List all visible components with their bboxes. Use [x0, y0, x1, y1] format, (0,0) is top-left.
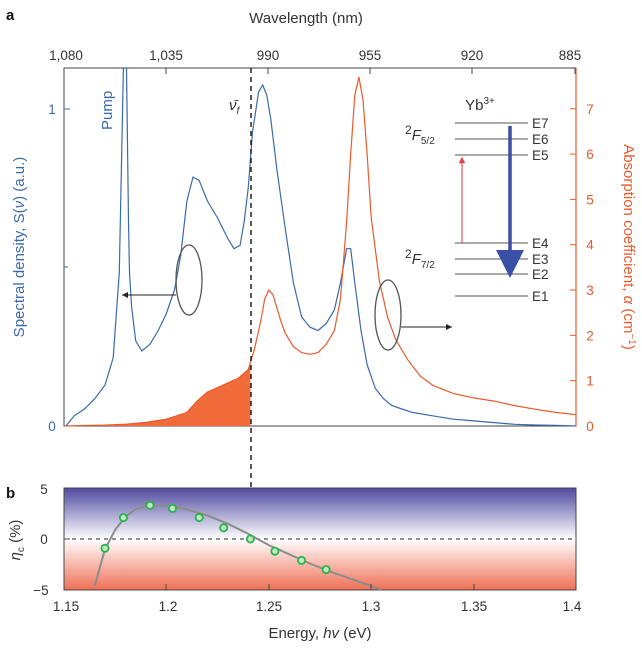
- left-y-axis: 0 1: [48, 102, 70, 434]
- energy-level-diagram: Yb3+ E7 E6 E5 E4 E3 E2 E1 2F5/2 2F7/2: [405, 96, 549, 304]
- panel-b-ylabel: ηc (%): [7, 520, 27, 561]
- right-tick-label-0: 0: [586, 419, 594, 434]
- efficiency-points: [100, 500, 331, 575]
- x-tick-3: 1.25: [256, 599, 282, 614]
- level-e7-label: E7: [532, 116, 549, 131]
- nu-f-label: ν̄f: [229, 97, 241, 117]
- f72-label: 2F7/2: [405, 247, 435, 271]
- spectral-density-line: [65, 67, 577, 427]
- efficiency-point: [145, 500, 155, 510]
- right-axis-label: Absorption coefficient, α (cm−1): [620, 144, 638, 350]
- level-e5-label: E5: [532, 148, 549, 163]
- right-tick-label-7: 7: [586, 102, 594, 117]
- right-ellipse: [374, 279, 402, 351]
- left-tick-1: 1: [48, 102, 56, 117]
- x-tick-4: 1.3: [362, 599, 381, 614]
- b-ytick-m5: −5: [33, 583, 48, 598]
- right-tick-label-4: 4: [586, 238, 594, 253]
- level-e2-label: E2: [532, 267, 549, 282]
- efficiency-point: [321, 565, 331, 575]
- b-ytick-5: 5: [40, 482, 48, 497]
- panel-a-frame: [63, 67, 577, 427]
- level-e6-label: E6: [532, 132, 549, 147]
- wl-tick-2: 1,035: [149, 48, 183, 63]
- wl-tick-1: 1,080: [49, 48, 83, 63]
- wl-tick-6: 885: [559, 48, 582, 63]
- wl-tick-4: 955: [359, 48, 382, 63]
- right-tick-label-5: 5: [586, 192, 594, 207]
- panel-b-letter: b: [6, 485, 15, 502]
- absorption-fill-area: [66, 362, 251, 426]
- efficiency-point: [167, 503, 177, 513]
- x-tick-6: 1.4: [563, 599, 582, 614]
- panel-a-letter: a: [6, 7, 15, 24]
- f52-label: 2F5/2: [405, 123, 435, 147]
- x-tick-1: 1.15: [53, 599, 79, 614]
- energy-axis: 1.15 1.2 1.25 1.3 1.35 1.4: [53, 584, 582, 614]
- wl-tick-5: 920: [461, 48, 484, 63]
- wavelength-axis: 1,080 1,035 990 955 920 885: [49, 48, 581, 74]
- left-ellipse: [175, 244, 203, 316]
- level-e4-label: E4: [532, 236, 549, 251]
- left-tick-0: 0: [48, 419, 56, 434]
- yb-label: Yb3+: [465, 96, 495, 114]
- right-y-axis: 0 1 2 3 4 5 6 7: [570, 68, 594, 434]
- efficiency-point: [219, 523, 229, 533]
- efficiency-point: [194, 513, 204, 523]
- right-tick-label-2: 2: [586, 328, 594, 343]
- absorption-line: [65, 76, 577, 427]
- level-e3-label: E3: [532, 252, 549, 267]
- wl-tick-3: 990: [257, 48, 280, 63]
- energy-axis-label: Energy, hv (eV): [268, 625, 371, 642]
- top-axis-label: Wavelength (nm): [249, 10, 363, 27]
- panel-b-y-axis: 5 0 −5: [33, 482, 70, 598]
- right-tick-label-3: 3: [586, 283, 594, 298]
- right-tick-label-1: 1: [586, 374, 594, 389]
- efficiency-point: [118, 513, 128, 523]
- right-tick-label-6: 6: [586, 147, 594, 162]
- x-tick-2: 1.2: [159, 599, 178, 614]
- left-axis-label: Spectral density, S(ν) (a.u.): [11, 157, 28, 338]
- efficiency-point: [270, 546, 280, 556]
- level-e1-label: E1: [532, 289, 549, 304]
- efficiency-point: [100, 543, 110, 553]
- b-ytick-0: 0: [40, 532, 48, 547]
- efficiency-point: [245, 534, 255, 544]
- x-tick-5: 1.35: [461, 599, 487, 614]
- pump-label: Pump: [99, 91, 116, 130]
- efficiency-point: [297, 555, 307, 565]
